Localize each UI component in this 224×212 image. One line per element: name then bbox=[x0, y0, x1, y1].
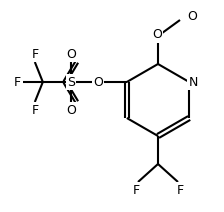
Text: F: F bbox=[177, 184, 183, 197]
Text: F: F bbox=[13, 75, 20, 88]
Text: O: O bbox=[152, 28, 162, 42]
Text: O: O bbox=[66, 103, 76, 117]
Text: N: N bbox=[188, 75, 198, 88]
Text: F: F bbox=[31, 103, 38, 117]
Text: O: O bbox=[66, 47, 76, 60]
Text: O: O bbox=[187, 10, 197, 22]
Text: O: O bbox=[93, 75, 103, 88]
Text: S: S bbox=[67, 75, 75, 88]
Text: F: F bbox=[132, 184, 140, 197]
Text: F: F bbox=[31, 47, 38, 60]
